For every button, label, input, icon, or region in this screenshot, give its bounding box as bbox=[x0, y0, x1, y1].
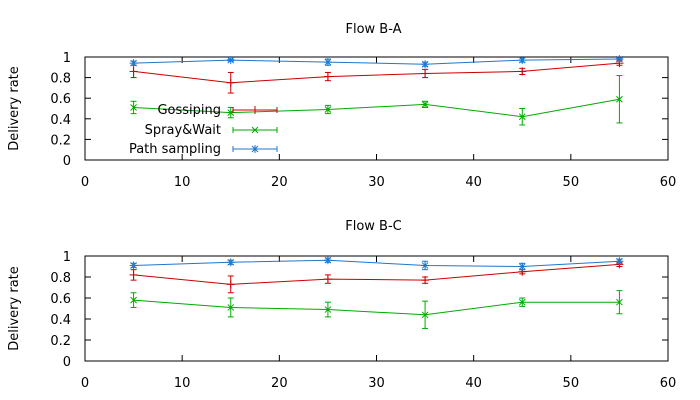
data-point bbox=[616, 95, 623, 103]
data-point bbox=[615, 257, 624, 266]
series-line-2 bbox=[133, 98, 620, 118]
x-tick-label: 60 bbox=[660, 175, 677, 190]
x-tick-label: 30 bbox=[368, 376, 385, 391]
x-tick-label: 20 bbox=[271, 175, 288, 190]
y-tick-label: 0.6 bbox=[50, 292, 71, 307]
series-line-2 bbox=[133, 299, 620, 316]
x-tick-label: 60 bbox=[660, 376, 677, 391]
data-point bbox=[324, 306, 332, 313]
y-tick-label: 0.4 bbox=[50, 113, 71, 128]
data-point bbox=[518, 113, 526, 121]
data-point bbox=[323, 275, 332, 284]
data-point bbox=[226, 280, 235, 289]
data-point bbox=[421, 101, 429, 108]
y-tick-label: 1 bbox=[63, 250, 71, 265]
data-point bbox=[518, 262, 527, 271]
data-point bbox=[129, 261, 138, 270]
data-point bbox=[226, 258, 235, 267]
legend-label: Gossiping bbox=[157, 103, 221, 118]
y-axis-label: Delivery rate bbox=[7, 266, 22, 351]
data-point bbox=[518, 298, 526, 306]
data-point bbox=[421, 60, 430, 69]
x-tick-label: 20 bbox=[271, 376, 288, 391]
data-point bbox=[227, 304, 235, 311]
data-point bbox=[421, 311, 429, 319]
x-tick-label: 10 bbox=[174, 376, 191, 391]
series-line-3 bbox=[133, 259, 620, 268]
data-point bbox=[323, 256, 332, 265]
y-tick-label: 0.8 bbox=[50, 271, 71, 286]
data-point bbox=[323, 72, 332, 81]
data-point bbox=[130, 104, 137, 111]
data-point bbox=[421, 69, 430, 78]
x-tick-label: 10 bbox=[174, 175, 191, 190]
data-point bbox=[421, 276, 430, 285]
y-tick-label: 0 bbox=[63, 355, 71, 370]
data-point bbox=[129, 67, 138, 76]
data-point bbox=[226, 56, 235, 65]
series-line-1 bbox=[133, 263, 620, 285]
chart-title: Flow B-A bbox=[345, 22, 401, 37]
series-line-3 bbox=[133, 58, 620, 65]
y-tick-label: 0.4 bbox=[50, 313, 71, 328]
data-point bbox=[616, 298, 623, 306]
x-tick-label: 30 bbox=[368, 175, 385, 190]
data-point bbox=[130, 296, 137, 304]
data-point bbox=[615, 55, 624, 64]
data-point bbox=[518, 56, 527, 65]
y-tick-label: 0 bbox=[63, 154, 71, 169]
x-tick-label: 0 bbox=[81, 175, 89, 190]
x-tick-label: 50 bbox=[563, 175, 580, 190]
data-point bbox=[421, 261, 430, 270]
legend-label: Spray&Wait bbox=[145, 123, 221, 138]
x-tick-label: 40 bbox=[465, 376, 482, 391]
y-tick-label: 0.2 bbox=[50, 133, 71, 148]
x-tick-label: 0 bbox=[81, 376, 89, 391]
y-tick-label: 0.6 bbox=[50, 92, 71, 107]
data-point bbox=[323, 58, 332, 67]
data-point bbox=[518, 67, 527, 76]
plot-frame bbox=[84, 255, 669, 362]
data-point bbox=[129, 59, 138, 68]
data-point bbox=[226, 78, 235, 87]
y-tick-label: 1 bbox=[63, 51, 71, 66]
series-line-1 bbox=[133, 62, 620, 84]
legend-marker bbox=[251, 145, 259, 153]
chart-title: Flow B-C bbox=[345, 219, 402, 234]
data-point bbox=[129, 270, 138, 279]
data-point bbox=[324, 106, 332, 113]
legend-marker bbox=[251, 106, 259, 114]
legend-label: Path sampling bbox=[129, 142, 221, 157]
x-tick-label: 50 bbox=[563, 376, 580, 391]
legend-marker bbox=[251, 126, 259, 134]
x-tick-label: 40 bbox=[465, 175, 482, 190]
y-tick-label: 0.2 bbox=[50, 334, 71, 349]
y-tick-label: 0.8 bbox=[50, 72, 71, 87]
y-axis-label: Delivery rate bbox=[7, 66, 22, 151]
